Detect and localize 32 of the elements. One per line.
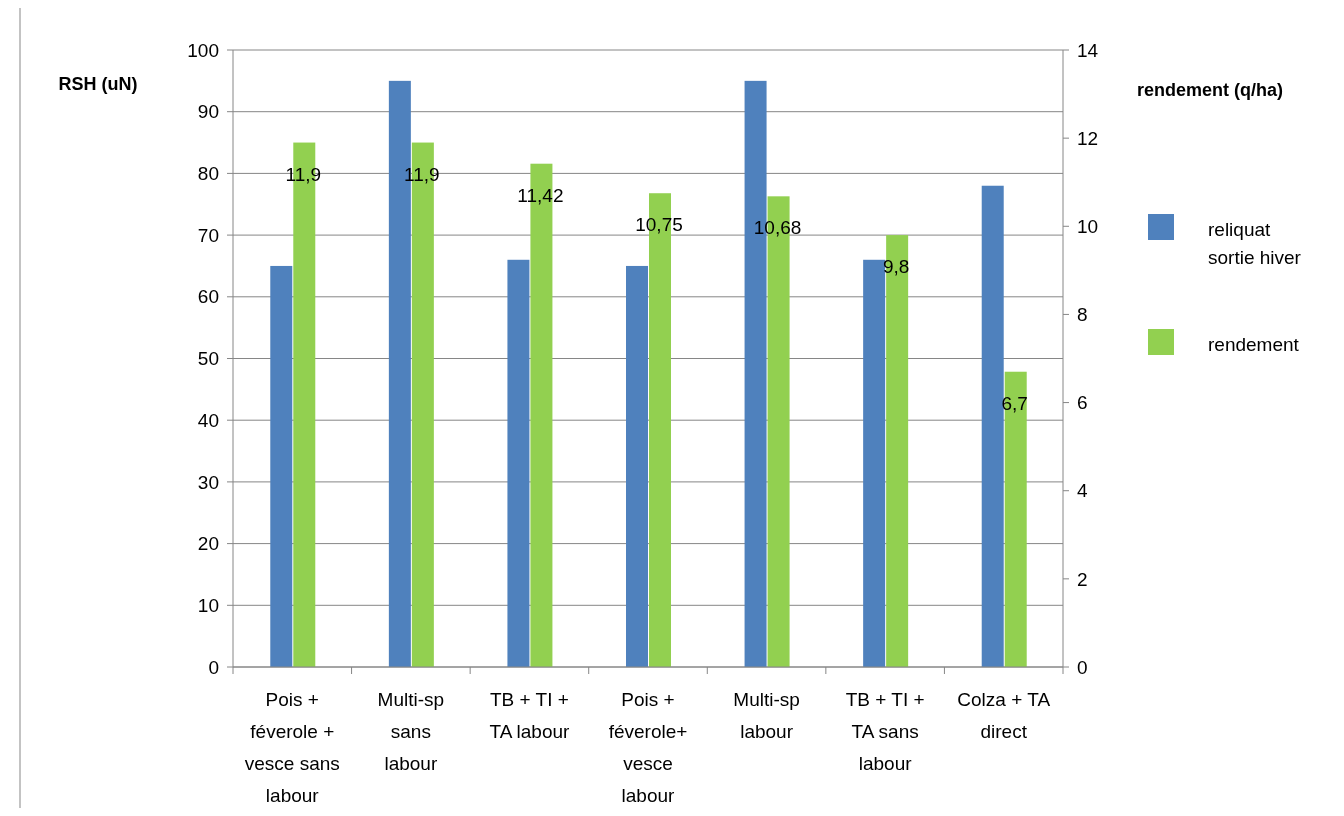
data-label: 11,42 <box>517 184 564 206</box>
y-tick-label: 100 <box>187 39 219 61</box>
x-tick-label: TB + TI + TA sans labour <box>845 689 925 774</box>
y-tick-label: 40 <box>197 409 219 431</box>
y-tick-label: 60 <box>197 286 219 308</box>
y-tick-label: 30 <box>197 471 219 493</box>
y2-tick-label: 2 <box>1077 568 1088 590</box>
x-tick-label: Colza + TA direct <box>957 689 1051 742</box>
legend-label: rendement <box>1208 334 1300 355</box>
y-axis-title: RSH (uN) <box>58 74 138 94</box>
x-tick-label: Pois + féverole + vesce sans labour <box>244 689 340 806</box>
y-tick-label: 10 <box>197 594 219 616</box>
y2-tick-label: 4 <box>1077 480 1088 502</box>
y-tick-label: 90 <box>197 101 219 123</box>
y-tick-label: 0 <box>208 656 219 678</box>
y2-tick-label: 6 <box>1077 392 1088 414</box>
y2-tick-label: 8 <box>1077 304 1088 326</box>
x-tick-label: Multi-sp sans labour <box>377 689 445 774</box>
y2-tick-label: 14 <box>1077 39 1099 61</box>
x-tick-label: Pois + féverole+ vesce labour <box>608 689 688 806</box>
data-label: 10,68 <box>753 217 802 239</box>
y2-tick-label: 0 <box>1077 656 1088 678</box>
y2-axis-title: rendement (q/ha) <box>1136 80 1284 100</box>
x-tick-label: Multi-sp labour <box>733 689 800 742</box>
y-tick-label: 20 <box>197 533 219 555</box>
legend-label: reliquat sortie hiver <box>1208 219 1302 268</box>
y-tick-label: 70 <box>197 224 219 246</box>
y-tick-label: 50 <box>197 348 219 370</box>
x-tick-label: TB + TI + TA labour <box>489 689 571 742</box>
y2-tick-label: 12 <box>1077 127 1099 149</box>
y-tick-label: 80 <box>197 163 219 185</box>
y2-tick-label: 10 <box>1077 215 1099 237</box>
